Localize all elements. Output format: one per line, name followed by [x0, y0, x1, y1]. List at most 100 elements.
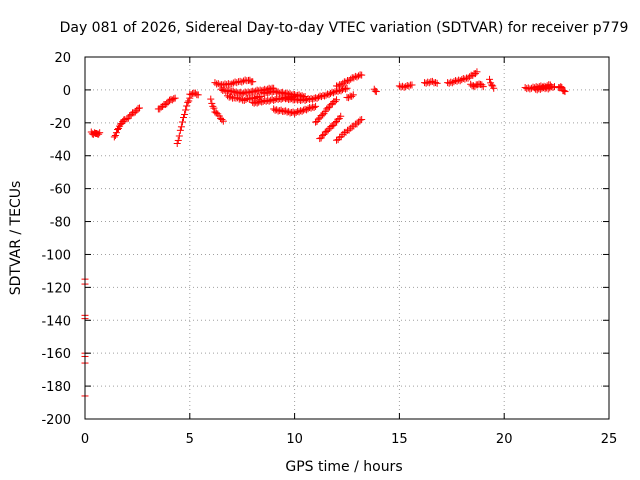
- data-point: [265, 97, 273, 105]
- data-point: [184, 98, 192, 106]
- data-point: [349, 91, 357, 99]
- data-point: [163, 100, 171, 108]
- data-point: [355, 72, 363, 80]
- data-point: [304, 105, 312, 113]
- data-point: [408, 81, 416, 89]
- data-point: [225, 86, 233, 94]
- data-point: [342, 78, 350, 86]
- data-point: [339, 86, 347, 94]
- data-point: [309, 103, 317, 111]
- data-point: [350, 74, 358, 82]
- data-point: [209, 102, 217, 110]
- data-point: [315, 93, 323, 101]
- x-tick-label: 25: [601, 432, 618, 447]
- data-point: [331, 119, 339, 127]
- data-point: [356, 116, 364, 124]
- data-point: [175, 132, 183, 140]
- data-point: [479, 83, 487, 91]
- data-point: [536, 85, 544, 93]
- data-point: [280, 93, 288, 101]
- data-point: [183, 102, 191, 110]
- data-point: [219, 117, 227, 125]
- data-point: [210, 104, 218, 112]
- data-point: [324, 126, 332, 134]
- data-point: [343, 84, 351, 92]
- data-points: [81, 68, 569, 400]
- data-point: [208, 99, 216, 107]
- y-tick-label: -180: [41, 380, 71, 395]
- data-point: [131, 108, 139, 116]
- data-point: [461, 75, 469, 83]
- data-point: [176, 126, 184, 134]
- data-point: [277, 95, 285, 103]
- data-point: [464, 74, 472, 82]
- data-point: [342, 85, 350, 93]
- data-point: [432, 79, 440, 87]
- data-point: [182, 106, 190, 114]
- data-point: [348, 92, 356, 100]
- data-point: [95, 130, 103, 138]
- data-point: [277, 106, 285, 114]
- plot-frame: [84, 56, 610, 420]
- data-point: [312, 94, 320, 102]
- data-point: [180, 114, 188, 122]
- data-point: [135, 104, 143, 112]
- data-point: [322, 91, 330, 99]
- y-tick-label: 0: [63, 84, 71, 99]
- data-point: [486, 75, 494, 83]
- data-point: [319, 111, 327, 119]
- data-point: [433, 79, 441, 87]
- data-point: [224, 92, 232, 100]
- data-point: [561, 88, 569, 96]
- x-tick-label: 0: [81, 432, 89, 447]
- data-point: [271, 87, 279, 95]
- data-point: [194, 91, 202, 99]
- data-point: [217, 85, 225, 93]
- data-point: [318, 93, 326, 101]
- data-point: [270, 96, 278, 104]
- y-tick-label: 20: [54, 51, 71, 66]
- data-point: [214, 80, 222, 88]
- data-point: [551, 83, 559, 91]
- x-tick-label: 5: [186, 432, 194, 447]
- data-point: [466, 73, 474, 81]
- data-point: [218, 116, 226, 124]
- data-point: [333, 96, 341, 104]
- data-point: [314, 115, 322, 123]
- y-tick-label: -60: [50, 183, 71, 198]
- data-point: [295, 108, 303, 116]
- y-tick-label: -120: [41, 281, 71, 296]
- data-point: [249, 78, 257, 86]
- data-point: [345, 94, 353, 102]
- data-point: [171, 94, 179, 102]
- x-tick-label: 20: [496, 432, 513, 447]
- x-tick-label: 15: [391, 432, 408, 447]
- data-point: [181, 110, 189, 118]
- data-point: [557, 83, 565, 91]
- data-point: [211, 79, 219, 87]
- data-point: [177, 123, 185, 131]
- data-point: [405, 82, 413, 90]
- data-point: [337, 81, 345, 89]
- data-point: [312, 102, 320, 110]
- data-point: [310, 104, 318, 112]
- data-point: [250, 88, 258, 96]
- data-point: [472, 70, 480, 78]
- data-point: [309, 95, 317, 103]
- data-point: [297, 107, 305, 115]
- data-point: [301, 105, 309, 113]
- data-point: [170, 95, 178, 103]
- y-tick-label: -80: [50, 216, 71, 231]
- data-point: [245, 95, 253, 103]
- data-point: [255, 93, 263, 101]
- data-point: [328, 88, 336, 96]
- data-point: [233, 79, 241, 87]
- data-point: [207, 95, 215, 103]
- data-point: [282, 107, 290, 115]
- chart-title: Day 081 of 2026, Sidereal Day-to-day VTE…: [60, 20, 629, 36]
- data-point: [336, 133, 344, 141]
- data-point: [473, 68, 481, 76]
- data-point: [279, 88, 287, 96]
- y-tick-label: -200: [41, 413, 71, 428]
